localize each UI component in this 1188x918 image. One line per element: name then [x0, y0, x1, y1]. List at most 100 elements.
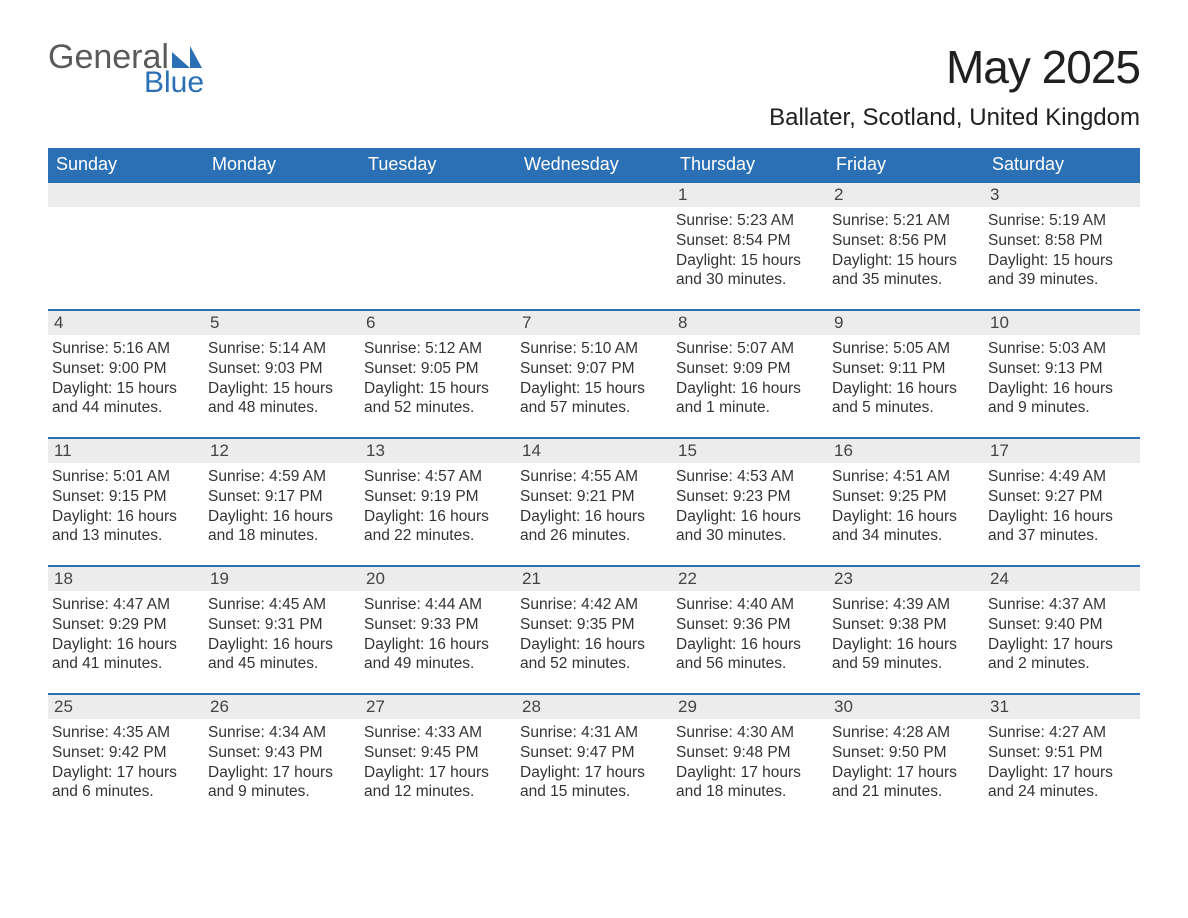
day-details: Sunrise: 4:51 AMSunset: 9:25 PMDaylight:…: [828, 463, 984, 546]
sunset-line: Sunset: 9:38 PM: [832, 615, 978, 635]
day-details: Sunrise: 4:28 AMSunset: 9:50 PMDaylight:…: [828, 719, 984, 802]
daylight-line: Daylight: 16 hours and 34 minutes.: [832, 507, 978, 547]
day-details: Sunrise: 4:47 AMSunset: 9:29 PMDaylight:…: [48, 591, 204, 674]
location-subtitle: Ballater, Scotland, United Kingdom: [769, 104, 1140, 132]
day-number: 14: [516, 437, 672, 463]
calendar-week-row: 25Sunrise: 4:35 AMSunset: 9:42 PMDayligh…: [48, 693, 1140, 821]
daylight-line: Daylight: 17 hours and 2 minutes.: [988, 635, 1134, 675]
day-details: Sunrise: 5:16 AMSunset: 9:00 PMDaylight:…: [48, 335, 204, 418]
day-details: Sunrise: 4:55 AMSunset: 9:21 PMDaylight:…: [516, 463, 672, 546]
sunset-line: Sunset: 9:13 PM: [988, 359, 1134, 379]
daylight-line: Daylight: 16 hours and 18 minutes.: [208, 507, 354, 547]
daylight-line: Daylight: 17 hours and 21 minutes.: [832, 763, 978, 803]
weekday-header: Sunday: [48, 148, 204, 181]
day-number: 4: [48, 309, 204, 335]
calendar-cell: 25Sunrise: 4:35 AMSunset: 9:42 PMDayligh…: [48, 693, 204, 821]
weekday-header: Tuesday: [360, 148, 516, 181]
day-number: 18: [48, 565, 204, 591]
calendar-cell: 31Sunrise: 4:27 AMSunset: 9:51 PMDayligh…: [984, 693, 1140, 821]
sunrise-line: Sunrise: 4:31 AM: [520, 723, 666, 743]
day-details: Sunrise: 4:34 AMSunset: 9:43 PMDaylight:…: [204, 719, 360, 802]
day-number: 15: [672, 437, 828, 463]
day-details: Sunrise: 5:14 AMSunset: 9:03 PMDaylight:…: [204, 335, 360, 418]
day-details: Sunrise: 4:49 AMSunset: 9:27 PMDaylight:…: [984, 463, 1140, 546]
day-details: Sunrise: 5:23 AMSunset: 8:54 PMDaylight:…: [672, 207, 828, 290]
calendar-cell: 2Sunrise: 5:21 AMSunset: 8:56 PMDaylight…: [828, 181, 984, 309]
sunset-line: Sunset: 9:00 PM: [52, 359, 198, 379]
daylight-line: Daylight: 16 hours and 13 minutes.: [52, 507, 198, 547]
day-number: 16: [828, 437, 984, 463]
calendar-cell: 9Sunrise: 5:05 AMSunset: 9:11 PMDaylight…: [828, 309, 984, 437]
daylight-line: Daylight: 17 hours and 15 minutes.: [520, 763, 666, 803]
day-number: 25: [48, 693, 204, 719]
daylight-line: Daylight: 17 hours and 9 minutes.: [208, 763, 354, 803]
day-number: 10: [984, 309, 1140, 335]
calendar-cell: 17Sunrise: 4:49 AMSunset: 9:27 PMDayligh…: [984, 437, 1140, 565]
sunset-line: Sunset: 9:45 PM: [364, 743, 510, 763]
day-details: Sunrise: 5:05 AMSunset: 9:11 PMDaylight:…: [828, 335, 984, 418]
daylight-line: Daylight: 15 hours and 48 minutes.: [208, 379, 354, 419]
day-number: 6: [360, 309, 516, 335]
day-number: 13: [360, 437, 516, 463]
empty-day-bar: [204, 181, 360, 207]
calendar-cell: 3Sunrise: 5:19 AMSunset: 8:58 PMDaylight…: [984, 181, 1140, 309]
sunrise-line: Sunrise: 4:35 AM: [52, 723, 198, 743]
day-details: Sunrise: 4:37 AMSunset: 9:40 PMDaylight:…: [984, 591, 1140, 674]
weekday-header: Wednesday: [516, 148, 672, 181]
day-number: 8: [672, 309, 828, 335]
daylight-line: Daylight: 17 hours and 18 minutes.: [676, 763, 822, 803]
sunset-line: Sunset: 9:25 PM: [832, 487, 978, 507]
day-details: Sunrise: 4:45 AMSunset: 9:31 PMDaylight:…: [204, 591, 360, 674]
sunset-line: Sunset: 9:03 PM: [208, 359, 354, 379]
logo: General Blue: [48, 40, 204, 98]
day-details: Sunrise: 4:30 AMSunset: 9:48 PMDaylight:…: [672, 719, 828, 802]
calendar-cell: 28Sunrise: 4:31 AMSunset: 9:47 PMDayligh…: [516, 693, 672, 821]
calendar-cell: 26Sunrise: 4:34 AMSunset: 9:43 PMDayligh…: [204, 693, 360, 821]
sunrise-line: Sunrise: 5:10 AM: [520, 339, 666, 359]
sunrise-line: Sunrise: 4:33 AM: [364, 723, 510, 743]
daylight-line: Daylight: 16 hours and 56 minutes.: [676, 635, 822, 675]
daylight-line: Daylight: 16 hours and 37 minutes.: [988, 507, 1134, 547]
sunset-line: Sunset: 9:09 PM: [676, 359, 822, 379]
sunrise-line: Sunrise: 4:27 AM: [988, 723, 1134, 743]
sunset-line: Sunset: 9:15 PM: [52, 487, 198, 507]
sunset-line: Sunset: 8:56 PM: [832, 231, 978, 251]
day-details: Sunrise: 4:57 AMSunset: 9:19 PMDaylight:…: [360, 463, 516, 546]
day-number: 2: [828, 181, 984, 207]
calendar-cell: 11Sunrise: 5:01 AMSunset: 9:15 PMDayligh…: [48, 437, 204, 565]
sunrise-line: Sunrise: 5:03 AM: [988, 339, 1134, 359]
daylight-line: Daylight: 17 hours and 12 minutes.: [364, 763, 510, 803]
day-details: Sunrise: 4:27 AMSunset: 9:51 PMDaylight:…: [984, 719, 1140, 802]
page-title: May 2025: [769, 40, 1140, 94]
daylight-line: Daylight: 15 hours and 57 minutes.: [520, 379, 666, 419]
calendar-week-row: 4Sunrise: 5:16 AMSunset: 9:00 PMDaylight…: [48, 309, 1140, 437]
calendar-cell: 5Sunrise: 5:14 AMSunset: 9:03 PMDaylight…: [204, 309, 360, 437]
day-number: 11: [48, 437, 204, 463]
daylight-line: Daylight: 16 hours and 45 minutes.: [208, 635, 354, 675]
calendar-cell: 4Sunrise: 5:16 AMSunset: 9:00 PMDaylight…: [48, 309, 204, 437]
day-number: 24: [984, 565, 1140, 591]
calendar-cell: 13Sunrise: 4:57 AMSunset: 9:19 PMDayligh…: [360, 437, 516, 565]
day-details: Sunrise: 5:01 AMSunset: 9:15 PMDaylight:…: [48, 463, 204, 546]
daylight-line: Daylight: 15 hours and 39 minutes.: [988, 251, 1134, 291]
day-number: 22: [672, 565, 828, 591]
day-details: Sunrise: 4:59 AMSunset: 9:17 PMDaylight:…: [204, 463, 360, 546]
sunrise-line: Sunrise: 5:12 AM: [364, 339, 510, 359]
day-details: Sunrise: 5:07 AMSunset: 9:09 PMDaylight:…: [672, 335, 828, 418]
day-number: 9: [828, 309, 984, 335]
calendar-cell: [48, 181, 204, 309]
sunrise-line: Sunrise: 4:53 AM: [676, 467, 822, 487]
sunrise-line: Sunrise: 4:57 AM: [364, 467, 510, 487]
day-details: Sunrise: 5:21 AMSunset: 8:56 PMDaylight:…: [828, 207, 984, 290]
sunrise-line: Sunrise: 5:23 AM: [676, 211, 822, 231]
sunset-line: Sunset: 9:40 PM: [988, 615, 1134, 635]
day-details: Sunrise: 4:33 AMSunset: 9:45 PMDaylight:…: [360, 719, 516, 802]
day-number: 30: [828, 693, 984, 719]
day-details: Sunrise: 4:42 AMSunset: 9:35 PMDaylight:…: [516, 591, 672, 674]
calendar-cell: 27Sunrise: 4:33 AMSunset: 9:45 PMDayligh…: [360, 693, 516, 821]
calendar-cell: 20Sunrise: 4:44 AMSunset: 9:33 PMDayligh…: [360, 565, 516, 693]
day-number: 1: [672, 181, 828, 207]
sunset-line: Sunset: 9:19 PM: [364, 487, 510, 507]
daylight-line: Daylight: 17 hours and 6 minutes.: [52, 763, 198, 803]
sunrise-line: Sunrise: 4:49 AM: [988, 467, 1134, 487]
